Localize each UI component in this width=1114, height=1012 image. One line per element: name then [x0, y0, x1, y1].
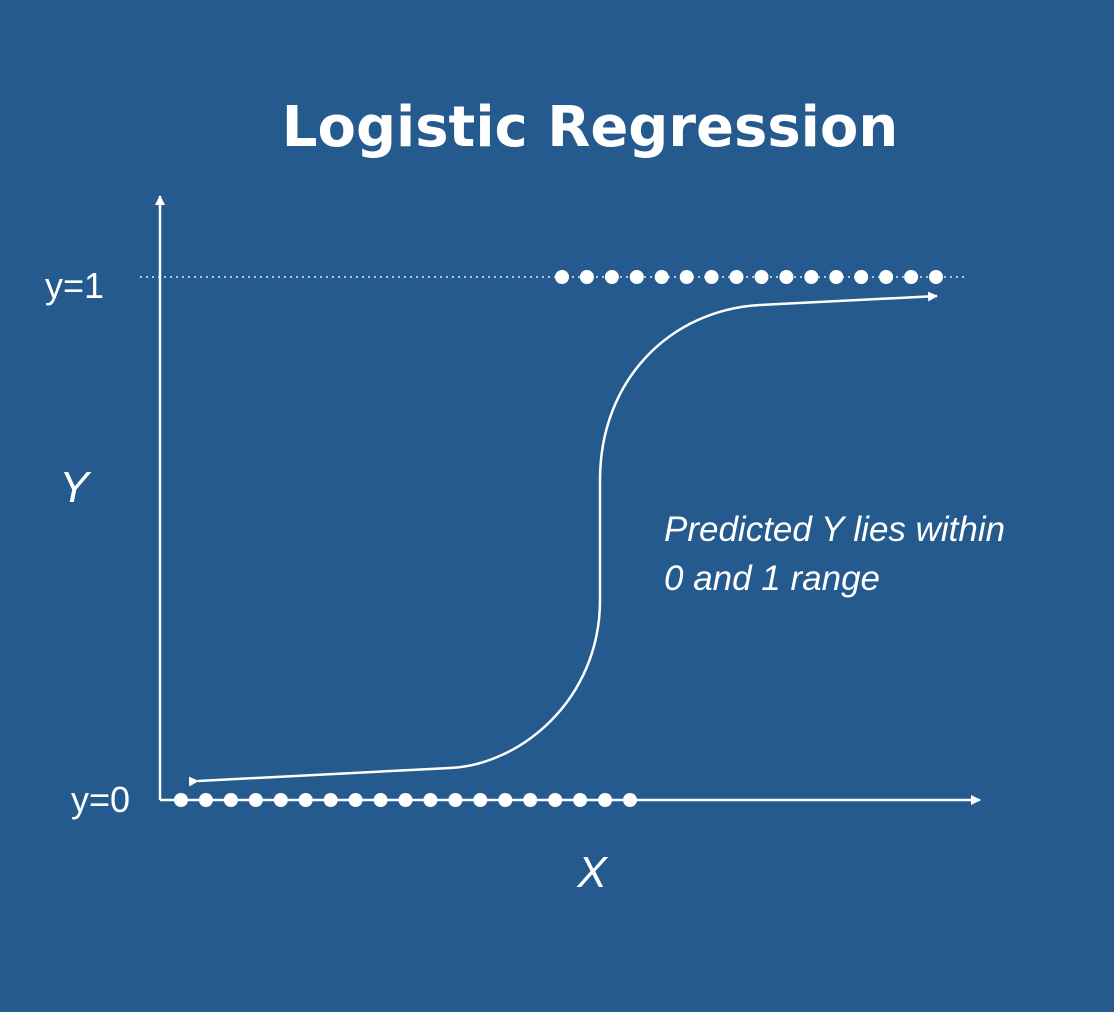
data-point-y0 — [373, 793, 388, 807]
data-point-y1 — [879, 270, 894, 284]
data-point-y1 — [854, 270, 869, 284]
data-point-y0 — [623, 793, 637, 807]
data-point-y1 — [729, 270, 744, 284]
data-point-y0 — [423, 793, 438, 807]
data-point-y1 — [929, 270, 943, 284]
data-point-y0 — [523, 793, 538, 807]
data-point-y1 — [654, 270, 669, 284]
data-point-y1 — [579, 270, 594, 284]
data-point-y0 — [198, 793, 213, 807]
data-point-y0 — [298, 793, 313, 807]
annotation-line-2: 0 and 1 range — [664, 559, 880, 598]
data-point-y0 — [573, 793, 588, 807]
data-point-y0 — [598, 793, 613, 807]
data-point-y0 — [348, 793, 363, 807]
data-point-y0 — [448, 793, 463, 807]
data-point-y0 — [548, 793, 563, 807]
data-point-y0 — [323, 793, 338, 807]
data-point-y0 — [398, 793, 413, 807]
data-point-y1 — [704, 270, 719, 284]
data-point-y1 — [904, 270, 919, 284]
data-point-y1 — [829, 270, 844, 284]
data-point-y1 — [779, 270, 794, 284]
sigmoid-curve — [188, 291, 938, 787]
data-point-y1 — [679, 270, 694, 284]
data-point-y1 — [629, 270, 644, 284]
y0-label: y=0 — [71, 779, 130, 820]
data-point-y1 — [804, 270, 819, 284]
x-axis-label: X — [576, 848, 608, 897]
data-point-y1 — [604, 270, 619, 284]
data-point-y0 — [273, 793, 288, 807]
data-point-y0 — [248, 793, 263, 807]
data-point-y1 — [555, 270, 569, 284]
y1-label: y=1 — [45, 265, 104, 306]
data-point-y0 — [174, 793, 188, 807]
annotation-line-1: Predicted Y lies within — [664, 510, 1005, 549]
y-axis-label: Y — [59, 463, 91, 512]
data-point-y1 — [754, 270, 769, 284]
data-points-y0 — [174, 793, 637, 807]
data-point-y0 — [473, 793, 488, 807]
data-point-y0 — [498, 793, 513, 807]
diagram-title: Logistic Regression — [282, 95, 898, 160]
data-point-y0 — [223, 793, 238, 807]
data-points-y1 — [555, 270, 943, 284]
